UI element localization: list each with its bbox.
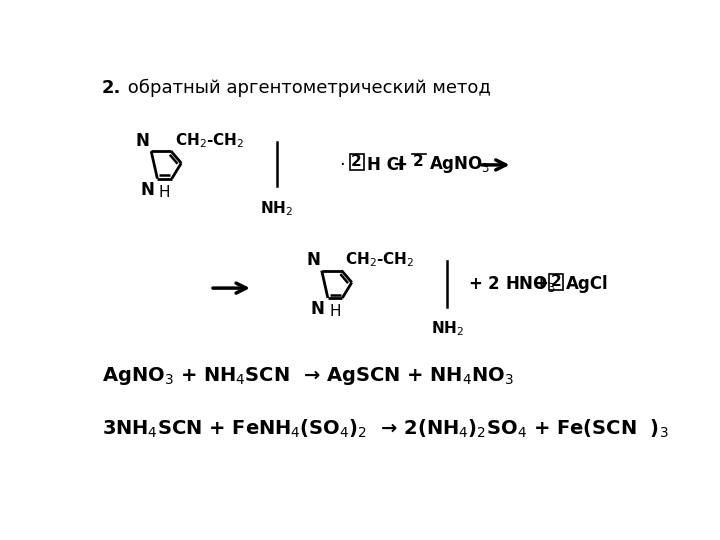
Text: 2: 2 <box>351 154 362 170</box>
Text: +: + <box>392 156 408 174</box>
Text: + 2 HNO$_3$: + 2 HNO$_3$ <box>468 274 556 294</box>
Text: CH$_2$-CH$_2$: CH$_2$-CH$_2$ <box>175 131 245 150</box>
Text: обратный аргентометрический метод: обратный аргентометрический метод <box>122 79 490 97</box>
Text: H: H <box>330 304 341 319</box>
Text: 2.: 2. <box>102 79 121 97</box>
Text: 3NH$_4$SCN + FeNH$_4$(SO$_4$)$_2$  → 2(NH$_4$)$_2$SO$_4$ + Fe(SCN  )$_3$: 3NH$_4$SCN + FeNH$_4$(SO$_4$)$_2$ → 2(NH… <box>102 417 668 440</box>
Bar <box>350 154 364 170</box>
Text: N: N <box>306 251 320 269</box>
Text: 2: 2 <box>550 274 561 289</box>
Text: AgCl: AgCl <box>566 275 608 293</box>
Text: H Cl: H Cl <box>366 156 404 174</box>
Text: H: H <box>159 185 171 200</box>
Text: ·: · <box>339 156 345 174</box>
Text: N: N <box>311 300 325 318</box>
Text: NH$_2$: NH$_2$ <box>261 200 293 218</box>
Text: AgNO$_3$ + NH$_4$SCN  → AgSCN + NH$_4$NO$_3$: AgNO$_3$ + NH$_4$SCN → AgSCN + NH$_4$NO$… <box>102 365 513 387</box>
Text: +: + <box>534 275 549 293</box>
Text: N: N <box>136 132 150 150</box>
Text: 2: 2 <box>413 154 424 170</box>
Bar <box>549 274 563 289</box>
Text: NH$_2$: NH$_2$ <box>431 319 464 338</box>
Text: AgNO$_3$: AgNO$_3$ <box>428 154 490 176</box>
Text: N: N <box>140 181 154 199</box>
Text: CH$_2$-CH$_2$: CH$_2$-CH$_2$ <box>346 251 415 269</box>
